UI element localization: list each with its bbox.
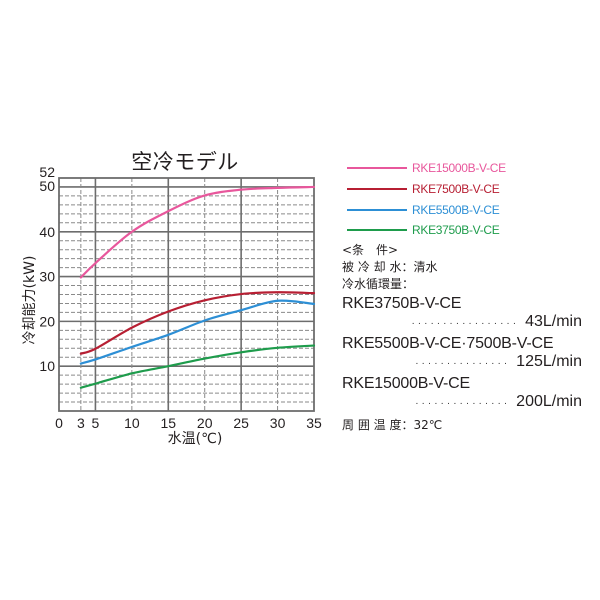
flow-rate: ··············· 125L/min: [342, 353, 582, 373]
flow-model: RKE15000B-V-CE: [342, 375, 470, 392]
x-axis-label: 水温(℃): [167, 431, 223, 447]
series-line: [79, 185, 316, 279]
legend-swatch-icon: [347, 188, 407, 191]
chart-legend: RKE15000B-V-CE RKE7500B-V-CE RKE5500B-V-…: [347, 158, 506, 241]
chart-curves: [79, 185, 316, 389]
coolant-condition: 被 冷 却 水：清水: [342, 260, 438, 274]
series-line: [79, 299, 316, 365]
y-axis-label: 冷却能力(kW): [22, 255, 38, 345]
y-tick-label: 30: [39, 269, 55, 285]
leader-dots: ·················: [411, 318, 520, 329]
y-tick-label: 52: [39, 164, 55, 180]
x-axis-ticks: 0 3 5 10 15 20 25 30 35: [55, 415, 322, 431]
flow-rate: ················· 43L/min: [342, 313, 582, 333]
x-tick-label: 5: [92, 415, 100, 431]
ambient-temperature: 周 囲 温 度：32℃: [342, 418, 443, 432]
y-tick-label: 20: [39, 313, 55, 329]
series-line: [79, 344, 316, 389]
y-tick-label: 50: [39, 178, 55, 194]
legend-item: RKE15000B-V-CE: [347, 158, 506, 179]
x-tick-label: 15: [160, 415, 176, 431]
flow-value: 43L/min: [525, 313, 582, 330]
legend-label: RKE5500B-V-CE: [412, 202, 500, 217]
legend-item: RKE7500B-V-CE: [347, 179, 506, 200]
legend-swatch-icon: [347, 208, 407, 211]
flow-value: 125L/min: [516, 353, 582, 370]
flow-rate: ··············· 200L/min: [342, 393, 582, 413]
chart-title: 空冷モデル: [131, 150, 239, 174]
legend-item: RKE3750B-V-CE: [347, 220, 506, 241]
conditions-panel: <条 件> 被 冷 却 水：清水 冷水循環量： RKE3750B-V-CE ··…: [342, 242, 582, 434]
chart-grid: [58, 177, 315, 412]
series-line: [79, 291, 316, 355]
x-tick-label: 3: [77, 415, 85, 431]
legend-swatch-icon: [347, 229, 407, 232]
x-tick-label: 0: [55, 415, 63, 431]
x-tick-label: 10: [124, 415, 140, 431]
leader-dots: ···············: [415, 358, 511, 369]
y-tick-label: 40: [39, 224, 55, 240]
legend-label: RKE3750B-V-CE: [412, 223, 500, 238]
legend-label: RKE7500B-V-CE: [412, 182, 500, 197]
x-tick-label: 25: [233, 415, 249, 431]
x-tick-label: 20: [197, 415, 213, 431]
flow-value: 200L/min: [516, 393, 582, 410]
x-tick-label: 35: [306, 415, 322, 431]
y-tick-label: 10: [39, 358, 55, 374]
flow-model: RKE5500B-V-CE·7500B-V-CE: [342, 335, 554, 352]
x-tick-label: 30: [270, 415, 286, 431]
legend-item: RKE5500B-V-CE: [347, 199, 506, 220]
conditions-heading: <条 件>: [342, 243, 399, 257]
legend-swatch-icon: [347, 167, 407, 170]
flow-heading: 冷水循環量：: [342, 277, 415, 291]
leader-dots: ···············: [415, 398, 511, 409]
flow-model: RKE3750B-V-CE: [342, 295, 462, 312]
legend-label: RKE15000B-V-CE: [412, 161, 506, 176]
